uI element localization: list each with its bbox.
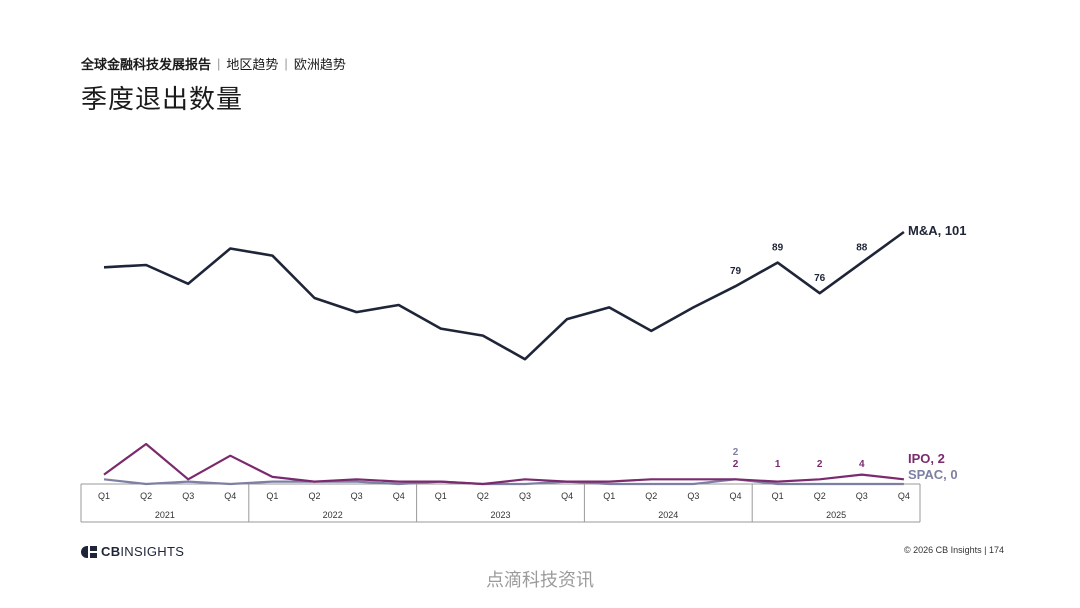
- data-label-ipo: 4: [859, 459, 865, 470]
- end-label-spac: SPAC, 0: [908, 467, 958, 482]
- quarter-tick-label: Q4: [729, 491, 741, 501]
- series-line-spac: [103, 478, 904, 486]
- year-tick-label: 2021: [155, 510, 175, 520]
- header: 全球金融科技发展报告 | 地区趋势 | 欧洲趋势 季度退出数量: [81, 54, 346, 116]
- breadcrumb-europe: 欧洲趋势: [293, 57, 346, 72]
- quarter-tick-label: Q1: [772, 491, 784, 501]
- year-tick-label: 2024: [658, 510, 678, 520]
- quarter-tick-label: Q2: [140, 491, 152, 501]
- cb-logo-icon: [81, 545, 97, 558]
- logo-text: CBINSIGHTS: [101, 544, 185, 559]
- quarter-tick-label: Q2: [814, 491, 826, 501]
- data-label-ma: 79: [730, 266, 742, 277]
- breadcrumb-separator: |: [284, 56, 288, 71]
- data-label-ipo: 2: [733, 459, 739, 470]
- year-tick-label: 2025: [826, 510, 846, 520]
- exit-count-chart: Q1 Q2 Q3 Q4 Q1 Q2 Q3 Q4 Q1 Q2 Q3 Q4 Q1 Q2 Q3 Q4 Q1 Q2 Q3 Q4…: [80, 223, 967, 523]
- watermark: 点滴科技资讯: [486, 570, 594, 590]
- quarter-tick-label: Q4: [898, 491, 910, 501]
- quarter-tick-label: Q4: [561, 491, 573, 501]
- breadcrumb-separator: |: [217, 56, 221, 71]
- quarter-tick-label: Q2: [308, 491, 320, 501]
- data-label-ipo: 2: [817, 459, 823, 470]
- quarter-tick-label: Q4: [393, 491, 405, 501]
- quarter-tick-label: Q3: [351, 491, 363, 501]
- breadcrumb-report: 全球金融科技发展报告: [81, 57, 212, 72]
- quarter-tick-label: Q1: [603, 491, 615, 501]
- data-label-ma: 76: [814, 273, 826, 284]
- year-tick-label: 2023: [490, 510, 510, 520]
- breadcrumb: 全球金融科技发展报告 | 地区趋势 | 欧洲趋势: [81, 54, 346, 73]
- quarter-tick-label: Q2: [645, 491, 657, 501]
- data-label-ipo: 1: [775, 459, 781, 470]
- quarter-tick-label: Q1: [435, 491, 447, 501]
- series-line-ipo: [103, 442, 905, 486]
- data-label-spac: 2: [733, 447, 739, 458]
- end-label-ma: M&A, 101: [908, 223, 967, 238]
- quarter-tick-label: Q2: [477, 491, 489, 501]
- quarter-tick-label: Q1: [98, 491, 110, 501]
- data-label-ma: 88: [856, 243, 868, 254]
- quarter-tick-label: Q3: [182, 491, 194, 501]
- end-label-ipo: IPO, 2: [908, 451, 945, 466]
- quarter-tick-label: Q3: [856, 491, 868, 501]
- quarter-tick-label: Q3: [519, 491, 531, 501]
- data-label-ma: 89: [772, 243, 784, 254]
- year-tick-label: 2022: [323, 510, 343, 520]
- copyright: © 2026 CB Insights | 174: [903, 545, 1004, 555]
- quarter-tick-label: Q3: [687, 491, 699, 501]
- quarter-tick-label: Q4: [224, 491, 236, 501]
- breadcrumb-region: 地区趋势: [226, 57, 279, 72]
- page-title: 季度退出数量: [81, 84, 244, 114]
- cb-insights-logo: CBINSIGHTS: [81, 544, 184, 559]
- quarter-tick-label: Q1: [266, 491, 278, 501]
- series-line-ma: [103, 230, 905, 361]
